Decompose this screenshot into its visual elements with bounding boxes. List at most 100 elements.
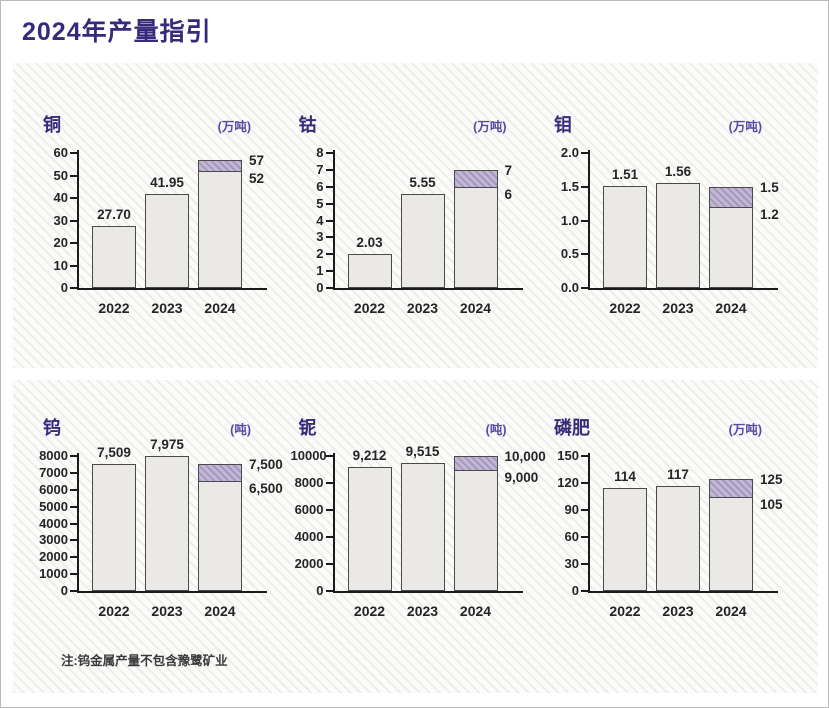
x-tick-label: 2022: [609, 300, 641, 316]
x-axis: [77, 591, 267, 593]
y-tick-label: 2: [316, 246, 324, 262]
guidance-range-band: [454, 170, 497, 188]
panel-bottom: 钨 (吨) 0 1000 2000 3000 4000 5000 6000 7000 8000 7,5…: [13, 380, 818, 693]
charts-row-bottom: 钨 (吨) 0 1000 2000 3000 4000 5000 6000 7000 8000 7,5…: [13, 380, 818, 619]
guidance-range-band: [710, 187, 752, 208]
x-axis: [77, 288, 267, 290]
x-tick-label: 2023: [151, 300, 183, 316]
y-tick-label: 5: [316, 195, 324, 211]
range-low-label: 52: [249, 171, 265, 186]
y-tick: [325, 168, 333, 171]
y-tick-label: 8000: [294, 475, 324, 490]
range-high-label: 10,000: [504, 449, 546, 464]
y-tick-label: 1.0: [560, 212, 579, 228]
range-low-label: 9,000: [504, 469, 539, 485]
x-axis: [332, 591, 523, 593]
bar-2022: [347, 466, 392, 591]
y-tick: [325, 185, 333, 188]
y-tick: [70, 174, 77, 177]
y-tick-label: 90: [564, 502, 579, 517]
y-tick-label: 30: [53, 212, 68, 228]
y-tick-label: 8: [316, 145, 324, 160]
bar-2022: [603, 186, 647, 288]
range-bar-2024: [198, 159, 242, 288]
bar-2023: [145, 456, 189, 591]
x-tick-label: 2024: [204, 300, 236, 316]
chart-unit-label: (万吨): [217, 120, 251, 134]
bar-value-label: 5.55: [409, 175, 436, 191]
y-tick: [325, 152, 333, 154]
x-tick-label: 2022: [353, 603, 386, 619]
guidance-range-band: [199, 160, 241, 172]
bar-value-label: 114: [614, 469, 636, 485]
y-tick: [70, 264, 77, 267]
y-tick: [325, 509, 333, 511]
bar-value-label: 9,212: [352, 447, 387, 463]
y-tick-label: 30: [564, 556, 579, 571]
bar-value-label: 7,509: [97, 445, 131, 461]
y-axis: [332, 150, 335, 290]
y-tick-label: 120: [557, 475, 579, 490]
chart-unit-label: (万吨): [728, 120, 762, 134]
bar-value-label: 9,515: [405, 443, 440, 459]
x-tick-label: 2023: [406, 603, 439, 619]
y-tick-label: 1000: [39, 566, 68, 582]
plot-area: 0 2000 4000 6000 8000 10000 9,212 2022 9,515 2023…: [291, 444, 546, 619]
y-tick: [581, 185, 588, 188]
bar-2023: [656, 182, 700, 288]
y-tick: [325, 236, 333, 239]
y-tick-label: 0: [60, 280, 68, 295]
y-tick-label: 4: [316, 212, 324, 228]
range-high-label: 7,500: [249, 457, 283, 473]
x-axis: [332, 288, 523, 290]
x-tick-label: 2024: [715, 603, 747, 619]
range-high-label: 125: [760, 471, 783, 487]
y-tick-label: 7000: [39, 464, 68, 480]
chart-title: 磷肥: [554, 418, 590, 438]
x-tick-label: 2022: [353, 300, 386, 316]
chart-header: 磷肥 (万吨): [546, 414, 796, 440]
y-tick-label: 0: [571, 583, 579, 598]
y-tick: [70, 219, 77, 222]
chart-unit-label: (吨): [485, 423, 507, 437]
y-tick: [581, 219, 588, 222]
range-high-label: 57: [249, 152, 265, 168]
y-axis: [332, 453, 335, 593]
x-tick-label: 2024: [459, 603, 492, 619]
bar-value-label: 1.56: [664, 163, 692, 179]
panel-top: 铜 (万吨) 0 10 20 30 40 50 60 27.70 2022 41.95 2023 57 52…: [13, 63, 818, 368]
bar-value-label: 41.95: [150, 174, 184, 190]
range-high-label: 1.5: [760, 179, 779, 195]
y-tick: [70, 573, 77, 576]
y-tick-label: 3000: [39, 532, 68, 548]
bar-2022: [92, 225, 136, 288]
y-tick-label: 60: [564, 529, 579, 544]
range-low-label: 105: [760, 496, 783, 512]
y-tick-label: 150: [557, 448, 579, 463]
x-tick-label: 2024: [459, 300, 492, 316]
y-tick-label: 0: [316, 280, 324, 295]
bar-value-label: 7,975: [150, 437, 184, 453]
y-tick: [70, 242, 77, 244]
y-tick: [70, 197, 77, 199]
y-tick-label: 6: [316, 178, 324, 194]
y-tick-label: 5000: [39, 498, 68, 514]
range-bar-2024: [453, 169, 498, 288]
x-tick-label: 2023: [662, 603, 694, 619]
range-bar-2024: [709, 478, 753, 591]
y-tick: [581, 509, 588, 511]
x-tick-label: 2022: [98, 603, 130, 619]
y-tick-label: 3: [316, 229, 324, 245]
x-tick-label: 2023: [406, 300, 439, 316]
chart-5: 铌 (吨) 0 2000 4000 6000 8000 10000 9,212 2022 9,515…: [291, 414, 546, 619]
chart-title: 钼: [554, 115, 572, 135]
y-tick: [70, 556, 77, 559]
chart-6: 磷肥 (万吨) 0 30 60 90 120 150 114 2022 117 2023 125 105 2…: [546, 414, 796, 619]
bar-2023: [145, 193, 189, 288]
y-tick: [581, 563, 588, 565]
plot-area: 0 10 20 30 40 50 60 27.70 2022 41.95 2023 57 52 2024: [35, 145, 285, 316]
y-tick: [325, 563, 333, 565]
y-tick-label: 60: [53, 145, 68, 160]
y-tick: [325, 455, 333, 457]
